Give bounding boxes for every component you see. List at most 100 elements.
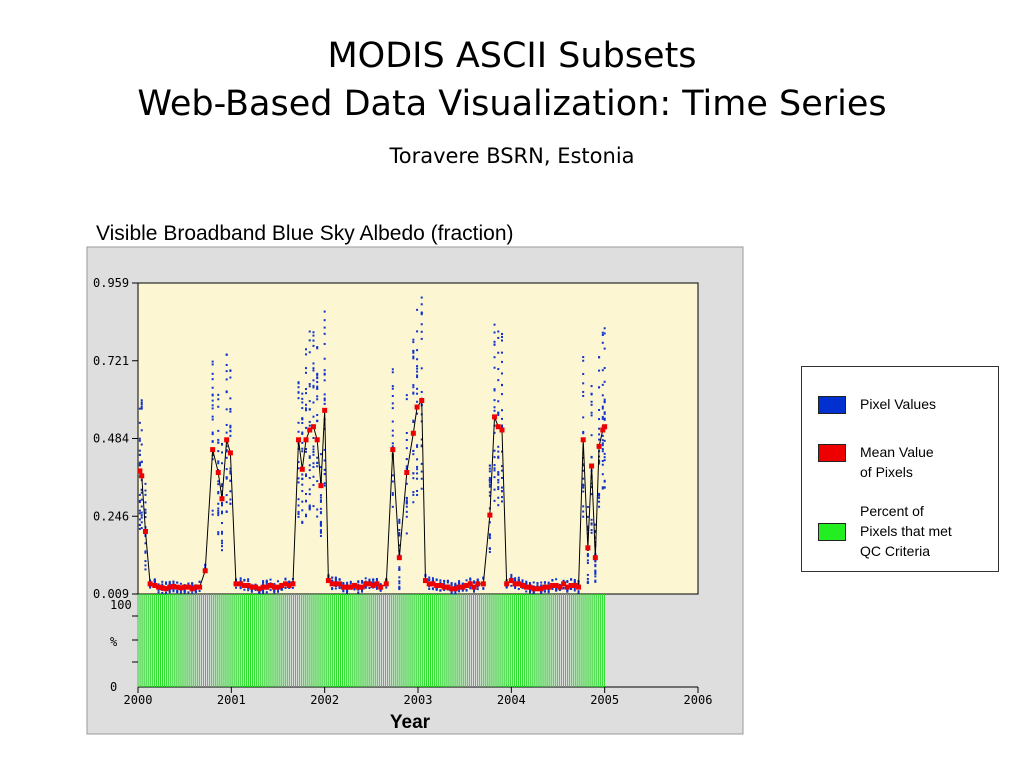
pixel-value-point (493, 476, 496, 479)
pixel-value-point (319, 466, 322, 469)
pixel-value-point (312, 367, 315, 370)
pixel-value-point (590, 392, 593, 395)
pixel-value-point (140, 405, 143, 408)
pixel-value-point (416, 376, 419, 379)
pixel-value-point (601, 417, 604, 420)
pixel-value-point (229, 472, 232, 475)
pixel-value-point (211, 407, 214, 410)
pixel-value-point (501, 360, 503, 363)
pixel-value-point (262, 591, 265, 594)
pixel-value-point (514, 586, 517, 589)
pixel-value-point (594, 563, 597, 566)
pixel-value-point (566, 590, 569, 593)
pixel-value-point (198, 590, 201, 593)
pixel-value-point (529, 591, 531, 594)
mean-value-point (492, 414, 498, 420)
pixel-value-point (225, 510, 228, 513)
pixel-value-point (221, 501, 223, 504)
pixel-value-point (603, 398, 606, 401)
pixel-value-point (235, 586, 237, 589)
mean-value-point (520, 582, 526, 588)
pixel-value-point (473, 581, 475, 584)
pixel-value-point (211, 513, 214, 516)
x-tick-label: 2005 (590, 693, 619, 707)
pixel-value-point (510, 573, 513, 576)
pixel-value-point (364, 577, 367, 580)
pixel-value-point (405, 496, 408, 499)
y-tick-label: 0.721 (93, 354, 129, 368)
pixel-value-point (412, 472, 415, 475)
pixel-value-point (454, 592, 457, 595)
pixel-value-point (140, 429, 143, 432)
pixel-value-point (590, 400, 593, 403)
pixel-value-point (412, 449, 415, 452)
pixel-value-point (140, 516, 143, 519)
pixel-value-point (603, 347, 606, 350)
mean-value-point (238, 581, 244, 587)
pixel-value-point (140, 521, 143, 524)
mean-value-point (585, 545, 591, 551)
pixel-value-point (443, 582, 446, 585)
pixel-value-point (144, 482, 147, 485)
pixel-value-point (194, 589, 197, 592)
pixel-value-point (601, 460, 604, 463)
qc-tick-label: 0 (110, 680, 117, 694)
pixel-value-point (316, 480, 319, 483)
pixel-value-point (221, 542, 223, 545)
pixel-value-point (582, 394, 585, 397)
pixel-value-point (391, 429, 394, 432)
pixel-value-point (312, 453, 315, 456)
pixel-value-point (221, 530, 223, 533)
pixel-value-point (517, 576, 520, 579)
pixel-value-point (501, 384, 503, 387)
pixel-value-point (412, 491, 415, 494)
pixel-value-point (211, 372, 214, 375)
pixel-value-point (165, 591, 167, 594)
pixel-value-point (250, 590, 253, 593)
pixel-value-point (138, 527, 141, 530)
pixel-value-point (297, 421, 300, 424)
pixel-value-point (211, 394, 214, 397)
mean-value-point (410, 430, 416, 436)
mean-value-point (467, 581, 473, 587)
mean-value-point (495, 424, 501, 430)
pixel-value-point (172, 589, 175, 592)
pixel-value-point (144, 568, 147, 571)
mean-value-point (322, 407, 328, 413)
pixel-value-point (431, 588, 434, 591)
pixel-value-point (391, 474, 394, 477)
pixel-value-point (297, 397, 300, 400)
pixel-value-point (601, 405, 604, 408)
pixel-value-point (316, 413, 319, 416)
pixel-value-point (334, 577, 337, 580)
pixel-value-point (368, 579, 371, 582)
pixel-value-point (179, 591, 182, 594)
pixel-value-point (517, 579, 520, 582)
pixel-value-point (416, 458, 419, 461)
pixel-value-point (488, 476, 491, 479)
pixel-value-point (405, 431, 408, 434)
pixel-value-point (138, 437, 141, 440)
mean-value-point (553, 582, 559, 588)
pixel-value-point (601, 415, 604, 418)
pixel-value-point (590, 523, 593, 526)
mean-value-point (534, 586, 540, 592)
pixel-value-point (323, 310, 326, 313)
pixel-value-point (416, 444, 419, 447)
pixel-value-point (316, 515, 319, 518)
pixel-value-point (405, 505, 408, 508)
pixel-value-point (297, 498, 300, 501)
pixel-value-point (211, 433, 214, 436)
mean-value-point (348, 584, 354, 590)
pixel-value-point (501, 372, 503, 375)
pixel-value-point (601, 439, 604, 442)
pixel-value-point (368, 578, 371, 581)
pixel-value-point (405, 465, 408, 468)
pixel-value-point (301, 500, 304, 503)
pixel-value-point (603, 439, 606, 442)
pixel-value-point (305, 371, 307, 374)
pixel-value-point (301, 441, 304, 444)
pixel-value-point (570, 587, 573, 590)
pixel-value-point (316, 373, 319, 376)
pixel-value-point (590, 403, 593, 406)
